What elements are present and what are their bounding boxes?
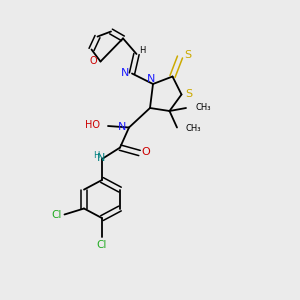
Text: S: S xyxy=(184,50,191,61)
Text: Cl: Cl xyxy=(51,209,61,220)
Text: Cl: Cl xyxy=(97,239,107,250)
Text: H: H xyxy=(93,151,99,160)
Text: CH₃: CH₃ xyxy=(195,103,211,112)
Text: O: O xyxy=(89,56,97,67)
Text: S: S xyxy=(185,89,193,100)
Text: CH₃: CH₃ xyxy=(186,124,202,133)
Text: HO: HO xyxy=(85,120,100,130)
Text: H: H xyxy=(139,46,145,55)
Text: N: N xyxy=(121,68,130,78)
Text: N: N xyxy=(147,74,156,84)
Text: N: N xyxy=(118,122,127,132)
Text: N: N xyxy=(97,153,105,163)
Text: O: O xyxy=(142,147,151,157)
